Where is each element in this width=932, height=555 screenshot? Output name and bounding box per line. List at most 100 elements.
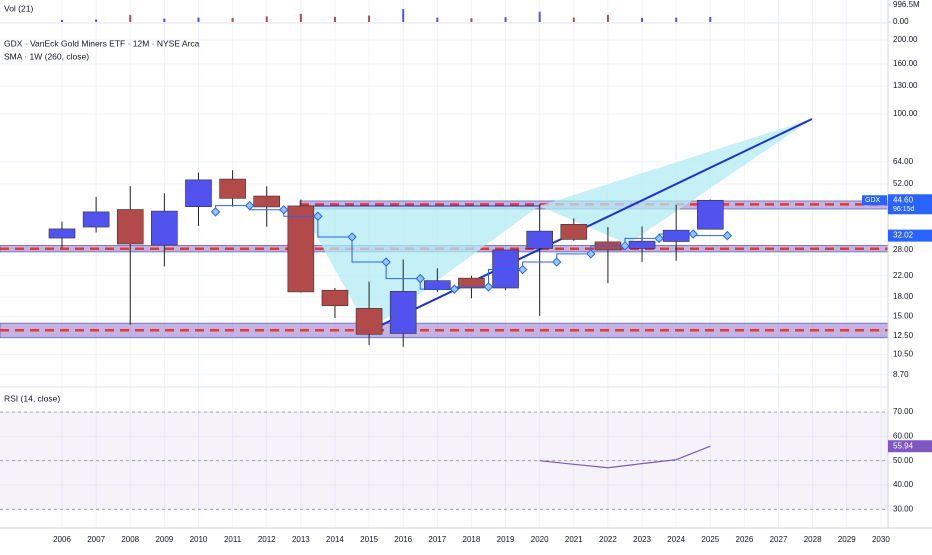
volume-bar xyxy=(572,17,575,22)
last-price-badge xyxy=(888,194,932,215)
volume-bar xyxy=(606,14,609,22)
sma-point xyxy=(722,230,733,241)
last-price-label: 44.60 xyxy=(893,195,914,204)
candle-body xyxy=(48,228,76,239)
x-tick-label: 2028 xyxy=(804,535,822,544)
volume-bar xyxy=(436,17,439,22)
x-tick-label: 2027 xyxy=(770,535,788,544)
x-tick-label: 2017 xyxy=(428,535,446,544)
x-tick-label: 2010 xyxy=(190,535,208,544)
y-tick-label: 15.00 xyxy=(893,312,914,321)
volume-bar xyxy=(470,18,473,22)
sma-point xyxy=(688,229,698,239)
rsi-tick-label: 40.00 xyxy=(893,480,914,489)
trend-line xyxy=(368,118,813,332)
volume-bar xyxy=(265,16,268,22)
sma-point xyxy=(483,282,494,292)
y-tick-label: 12.50 xyxy=(893,331,914,340)
y-tick-label: 22.00 xyxy=(893,271,914,280)
candle-body xyxy=(185,179,212,207)
y-tick-label: 200.00 xyxy=(893,35,918,44)
candle-body xyxy=(389,291,417,334)
y-tick-label: 160.00 xyxy=(893,59,918,68)
candle-body xyxy=(355,308,383,335)
y-tick-label: 18.00 xyxy=(893,292,914,301)
sma-point xyxy=(449,284,460,294)
sma-point xyxy=(586,249,596,259)
volume-bar xyxy=(402,9,405,22)
sma-point xyxy=(313,211,323,221)
sma-point xyxy=(381,257,391,267)
candle-body xyxy=(560,224,588,240)
volume-bar xyxy=(675,17,678,22)
candle-body xyxy=(526,230,553,249)
candle-body xyxy=(321,289,349,307)
sma-point xyxy=(244,200,255,211)
volume-bar xyxy=(538,11,541,22)
y-tick-label: 130.00 xyxy=(893,81,918,90)
candle-body xyxy=(219,178,246,199)
symbol-badge xyxy=(862,195,887,206)
pattern-triangle xyxy=(300,206,539,331)
y-tick-label: 52.00 xyxy=(893,179,914,188)
volume-title: Vol (21) xyxy=(4,3,33,13)
x-tick-label: 2019 xyxy=(497,535,515,544)
sma-last-label: 32.02 xyxy=(893,231,914,240)
x-tick-label: 2014 xyxy=(326,535,344,544)
sma-point xyxy=(552,257,562,267)
sma-point xyxy=(620,241,630,251)
rsi-tick-label: 60.00 xyxy=(893,431,914,440)
rsi-title: RSI (14, close) xyxy=(4,393,60,403)
x-tick-label: 2015 xyxy=(360,535,378,544)
volume-bar xyxy=(504,17,507,22)
candle-body xyxy=(628,240,656,249)
y-tick-label: 100.00 xyxy=(893,109,918,118)
volume-tick-label: 0.00 xyxy=(893,17,909,26)
x-tick-label: 2006 xyxy=(53,535,71,544)
x-tick-label: 2022 xyxy=(599,535,617,544)
pattern-triangle xyxy=(539,119,812,244)
sma-point xyxy=(210,207,221,217)
x-tick-label: 2021 xyxy=(565,535,583,544)
candle-body xyxy=(458,277,485,289)
x-tick-label: 2024 xyxy=(667,535,685,544)
x-tick-label: 2025 xyxy=(701,535,719,544)
volume-bar xyxy=(333,16,336,22)
marks xyxy=(48,9,733,469)
candle-body xyxy=(253,195,281,208)
candle-body xyxy=(492,249,519,289)
volume-bar xyxy=(163,18,166,22)
sma-point xyxy=(347,232,357,242)
rsi-tick-label: 50.00 xyxy=(893,456,914,465)
volume-bar xyxy=(95,19,98,22)
x-tick-label: 2016 xyxy=(394,535,412,544)
y-tick-label: 8.70 xyxy=(893,370,909,379)
volume-bar xyxy=(709,16,712,22)
rsi-badge xyxy=(888,440,932,453)
y-tick-label: 10.50 xyxy=(893,350,914,359)
volume-bar xyxy=(61,19,63,22)
volume-bar xyxy=(368,15,371,22)
volume-bar xyxy=(129,14,132,22)
chart-title: GDX · VanEck Gold Miners ETF · 12M · NYS… xyxy=(4,38,200,48)
candle-body xyxy=(82,211,110,228)
rsi-last-label: 55.94 xyxy=(893,441,914,450)
x-tick-label: 2023 xyxy=(633,535,651,544)
y-tick-label: 64.00 xyxy=(893,157,914,166)
x-tick-label: 2013 xyxy=(292,535,310,544)
x-tick-label: 2009 xyxy=(155,535,173,544)
symbol-label: GDX xyxy=(865,197,881,204)
countdown-label: 96:15d xyxy=(893,206,915,213)
x-tick-label: 2008 xyxy=(121,535,139,544)
candle-body xyxy=(151,210,178,246)
x-tick-label: 2018 xyxy=(463,535,481,544)
candle-body xyxy=(662,229,690,242)
volume-bar xyxy=(299,13,302,22)
volume-bar xyxy=(197,17,200,22)
candle-body xyxy=(696,199,724,230)
rsi-tick-label: 70.00 xyxy=(893,407,914,416)
volume-tick-label: 996.5M xyxy=(893,0,920,9)
x-tick-label: 2029 xyxy=(838,535,856,544)
drawings xyxy=(300,118,813,332)
